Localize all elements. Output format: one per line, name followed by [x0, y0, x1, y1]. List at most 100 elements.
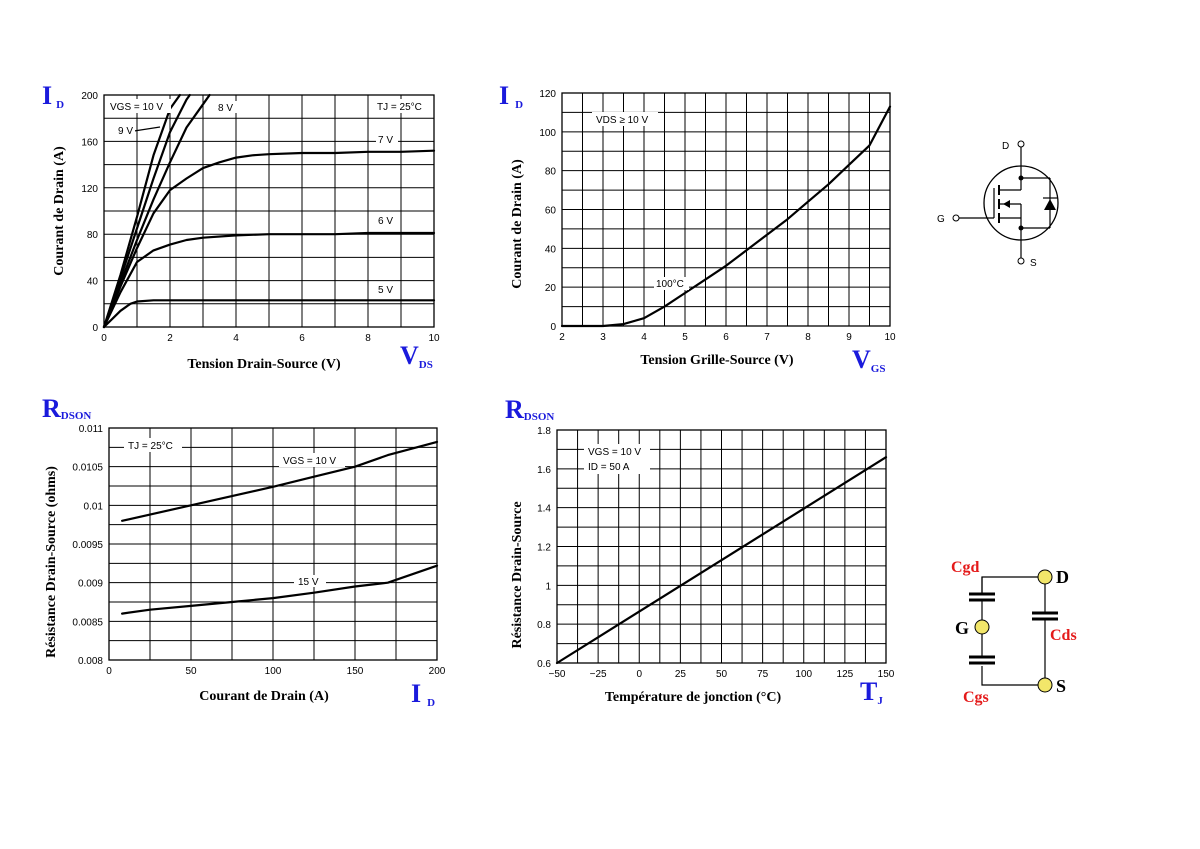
y-tick-label: 0.0085 — [72, 617, 103, 628]
wire-bottom — [981, 666, 1045, 686]
gate-terminal — [952, 214, 960, 222]
series-line-100-c — [560, 105, 892, 328]
y-tick-label: 100 — [539, 128, 556, 139]
corner-label-x: VGS — [852, 345, 885, 375]
y-tick-label: 20 — [545, 283, 557, 294]
y-tick-label: 120 — [539, 89, 556, 100]
annotation-bg — [215, 101, 237, 113]
drain-node — [1037, 569, 1053, 585]
x-tick-label: 3 — [600, 332, 606, 343]
annotation-5v: 5 V — [378, 285, 393, 296]
annotation-bg — [279, 453, 345, 467]
source-terminal — [1017, 257, 1025, 265]
x-tick-label: −50 — [549, 669, 566, 680]
annotation-7v: 7 V — [378, 135, 393, 146]
y-tick-label: 0.009 — [78, 579, 103, 590]
y-tick-label: 80 — [87, 230, 99, 241]
gate-node-label: G — [955, 618, 969, 638]
x-axis-title: Température de jonction (°C) — [605, 690, 782, 705]
annotation-bg — [374, 99, 432, 113]
x-tick-label: 9 — [846, 332, 852, 343]
series-line-15-v — [120, 564, 439, 615]
annotation-bg — [654, 277, 689, 290]
y-axis-title: Courant de Drain (A) — [52, 146, 67, 276]
capacitance-model-diagram: Cgd Cds Cgs D G S — [951, 559, 1077, 706]
diode-icon — [1044, 199, 1056, 210]
corner-label-x: VDS — [400, 341, 433, 371]
source-label: S — [1030, 258, 1037, 269]
annotation-bg — [376, 214, 398, 226]
cds-label: Cds — [1050, 627, 1077, 644]
annotation-vds-10v: VDS ≥ 10 V — [596, 115, 649, 126]
annotation-bg — [124, 438, 182, 452]
annotation-tj-25c: TJ = 25°C — [377, 102, 422, 113]
series-line-vgs-10-v — [120, 440, 439, 522]
x-tick-label: 0 — [101, 333, 107, 344]
wire-top — [981, 576, 1045, 594]
x-tick-label: 0 — [636, 669, 642, 680]
y-tick-label: 1.4 — [537, 504, 551, 515]
x-axis-title: Courant de Drain (A) — [199, 689, 329, 704]
y-tick-label: 200 — [81, 91, 98, 102]
x-tick-label: 25 — [675, 669, 687, 680]
annotation-bg — [584, 444, 650, 474]
x-tick-label: 8 — [805, 332, 811, 343]
y-tick-label: 40 — [87, 277, 99, 288]
body-arrow — [1003, 200, 1010, 208]
y-tick-label: 0.008 — [78, 656, 103, 667]
x-tick-label: 4 — [641, 332, 647, 343]
annotation-id-50a: ID = 50 A — [588, 462, 630, 473]
annotation-bg — [116, 125, 135, 136]
x-tick-label: 100 — [795, 669, 812, 680]
x-tick-label: 100 — [265, 666, 282, 677]
series-line-6-v — [102, 231, 436, 329]
x-tick-label: 150 — [878, 669, 895, 680]
y-tick-label: 0.8 — [537, 620, 551, 631]
annotation-leader-9v — [133, 126, 161, 132]
series-line-9-v — [102, 93, 191, 329]
y-tick-label: 80 — [545, 167, 557, 178]
y-tick-label: 120 — [81, 184, 98, 195]
source-node-label: S — [1056, 676, 1066, 696]
x-tick-label: 125 — [837, 669, 854, 680]
mosfet-symbol: D S G — [937, 140, 1059, 269]
y-tick-label: 0.0105 — [72, 463, 103, 474]
annotation-100c: 100°C — [656, 279, 684, 290]
x-tick-label: 75 — [757, 669, 769, 680]
annotation-15v: 15 V — [298, 577, 319, 588]
y-tick-label: 0.01 — [84, 501, 104, 512]
annotation-bg — [109, 99, 171, 113]
annotation-vgs-10v: VGS = 10 V — [110, 102, 163, 113]
y-axis-title: Courant de Drain (A) — [510, 159, 525, 289]
y-tick-label: 60 — [545, 206, 557, 217]
drain-terminal — [1017, 140, 1025, 148]
cgd-label: Cgd — [951, 559, 980, 576]
drain-label: D — [1002, 141, 1009, 152]
series-line-7-v — [102, 149, 436, 329]
x-tick-label: 2 — [167, 333, 173, 344]
y-tick-label: 0.6 — [537, 659, 551, 670]
x-tick-label: 10 — [428, 333, 440, 344]
y-tick-label: 1.8 — [537, 426, 551, 437]
series-line-8-v — [102, 93, 211, 329]
source-node — [1037, 677, 1053, 693]
y-tick-label: 0 — [550, 322, 556, 333]
annotation-bg — [376, 133, 398, 145]
x-axis-title: Tension Drain-Source (V) — [187, 357, 341, 372]
corner-label-x: TJ — [860, 677, 883, 707]
corner-label-y: RDSON — [505, 395, 554, 424]
series-line-5-v — [102, 299, 436, 329]
x-tick-label: 150 — [347, 666, 364, 677]
annotation-bg — [592, 112, 658, 126]
annotation-bg — [376, 283, 398, 295]
annotation-6v: 6 V — [378, 216, 393, 227]
x-tick-label: 2 — [559, 332, 565, 343]
x-tick-label: 6 — [723, 332, 729, 343]
y-axis-title: Résistance Drain-Source (ohms) — [44, 466, 59, 658]
annotation-vgs-10v: VGS = 10 V — [283, 456, 336, 467]
